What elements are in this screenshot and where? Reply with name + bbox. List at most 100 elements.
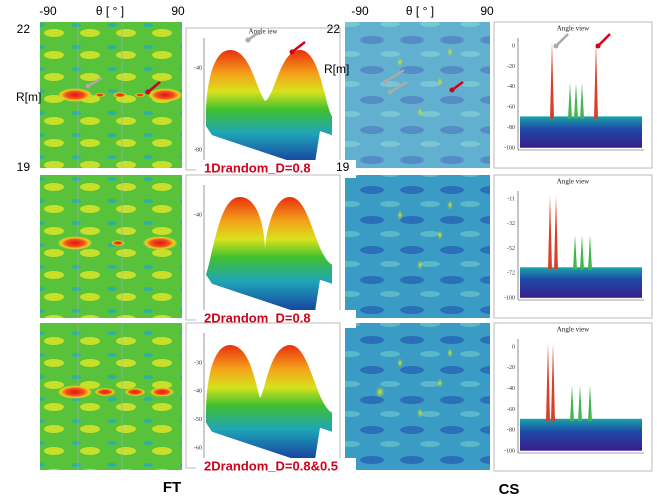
tick-label: 0 xyxy=(512,344,515,350)
x-max: 90 xyxy=(171,4,185,18)
cs-spot xyxy=(397,57,403,67)
arrow-head xyxy=(85,83,91,89)
peak xyxy=(574,82,578,119)
r-bottom: 19 xyxy=(336,160,350,174)
cs-spot xyxy=(417,260,423,270)
cs-spot xyxy=(397,210,403,220)
peak xyxy=(588,234,592,270)
angle-profile xyxy=(205,50,332,170)
hot-spot xyxy=(57,236,93,250)
peak xyxy=(546,343,550,422)
tick-label: -20 xyxy=(507,365,515,371)
r-bottom: 19 xyxy=(17,160,31,174)
arrow-head xyxy=(145,89,151,95)
hot-spot xyxy=(134,92,146,98)
peak xyxy=(580,234,584,270)
arrow xyxy=(147,81,161,93)
tick-label: -100 xyxy=(504,145,515,151)
arrow xyxy=(597,33,611,47)
cs-spot xyxy=(437,77,443,87)
tick-label: -100 xyxy=(504,448,515,454)
plot-title: Angle view xyxy=(557,25,590,33)
hot-spot xyxy=(124,387,146,397)
angle-profile xyxy=(206,197,332,318)
caption: 2Drandom_D=0.8&0.5 xyxy=(204,458,338,473)
peak xyxy=(551,343,555,422)
panels: Angle iew -40 -80 1Drandom_D=0.8 -40 2Drandom… xyxy=(16,4,653,497)
peak xyxy=(573,234,577,270)
cs-heatmap xyxy=(345,323,490,470)
plot-title: Angle view xyxy=(557,326,590,334)
plot-title: Angle iew xyxy=(249,28,279,36)
cs-spot xyxy=(397,358,403,368)
arrow-head xyxy=(553,43,559,49)
noise-floor xyxy=(520,116,642,148)
caption: 1Drandom_D=0.8 xyxy=(204,160,311,175)
tick-label: -60 xyxy=(194,445,202,451)
arrow-head xyxy=(595,43,601,49)
r-top: 22 xyxy=(327,22,341,36)
x-max: 90 xyxy=(480,4,494,18)
column-label: FT xyxy=(163,479,181,496)
cs-spot xyxy=(417,408,423,418)
arrow xyxy=(247,28,263,42)
cs-spot xyxy=(447,200,453,210)
peak xyxy=(594,42,598,119)
tick-label: -40 xyxy=(194,65,202,71)
tick-label: -80 xyxy=(194,147,202,153)
cs-spot xyxy=(447,348,453,358)
arrow xyxy=(555,33,569,47)
x-title: θ [ ° ] xyxy=(406,4,434,18)
arrow xyxy=(291,41,306,53)
tick-label: -40 xyxy=(194,212,202,218)
tick-label: -11 xyxy=(507,196,515,202)
peak xyxy=(554,195,558,270)
arrow-head xyxy=(387,89,393,95)
tick-label: -72 xyxy=(507,271,515,277)
peak xyxy=(548,195,552,270)
peak xyxy=(580,82,584,119)
arrow-head xyxy=(245,37,251,43)
tick-label: -60 xyxy=(507,407,515,413)
cs-spot xyxy=(437,378,443,388)
x-title: θ [ ° ] xyxy=(96,4,124,18)
tick-label: -60 xyxy=(507,105,515,111)
tick-label: -52 xyxy=(507,246,515,252)
hot-spot xyxy=(147,88,183,102)
hot-spot xyxy=(57,88,93,102)
tick-label: -40 xyxy=(507,386,515,392)
tick-label: -50 xyxy=(194,417,202,423)
cs-spot xyxy=(417,107,423,117)
tick-label: -32 xyxy=(507,221,515,227)
x-min: -90 xyxy=(39,4,57,18)
peak xyxy=(550,42,554,119)
peak xyxy=(570,384,574,422)
hot-spot xyxy=(142,236,178,250)
hot-spot xyxy=(110,240,126,246)
cs-spot xyxy=(447,47,453,57)
hot-spot xyxy=(94,92,106,98)
tick-label: 0 xyxy=(512,43,515,49)
caption: 2Drandom_D=0.8 xyxy=(204,310,311,325)
noise-floor xyxy=(520,267,642,298)
plot-title: Angle view xyxy=(557,178,590,186)
caption-box xyxy=(196,160,356,178)
column-label: CS xyxy=(499,481,520,497)
arrow xyxy=(384,68,405,84)
peak xyxy=(578,384,582,422)
caption-box xyxy=(196,458,356,476)
hot-spot xyxy=(375,386,385,398)
angle-profile xyxy=(205,345,332,466)
r-title: R[m] xyxy=(16,90,41,104)
cs-heatmap xyxy=(345,175,490,318)
r-top: 22 xyxy=(17,22,31,36)
arrow-head xyxy=(382,79,388,85)
hot-spot xyxy=(149,387,175,397)
arrow xyxy=(87,76,103,88)
hot-spot xyxy=(57,385,93,399)
arrow-head xyxy=(289,49,295,55)
r-title: R[m] xyxy=(324,62,349,76)
arrow xyxy=(389,80,408,94)
cs-spot xyxy=(437,230,443,240)
